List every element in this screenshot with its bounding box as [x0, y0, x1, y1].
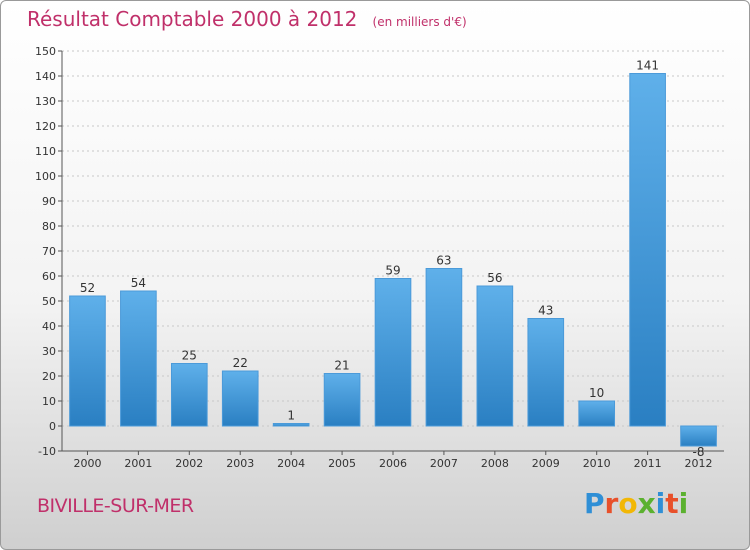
x-tick-label: 2002	[175, 457, 203, 470]
data-label: 25	[182, 349, 197, 363]
bar	[323, 373, 361, 427]
y-tick-label: 50	[42, 295, 56, 308]
x-tick-label: 2009	[532, 457, 560, 470]
bar	[272, 423, 310, 427]
chart-title: Résultat Comptable 2000 à 2012	[27, 7, 358, 31]
logo-letter: i	[655, 487, 666, 520]
bar	[425, 268, 463, 427]
title-row: Résultat Comptable 2000 à 2012 (en milli…	[27, 7, 467, 31]
logo-letter: r	[604, 487, 619, 520]
bar	[221, 370, 259, 427]
bar	[69, 295, 106, 427]
bar	[527, 318, 565, 427]
y-tick-label: -10	[38, 445, 56, 458]
x-tick-label: 2008	[481, 457, 509, 470]
data-label: 10	[589, 386, 604, 400]
bar	[476, 285, 514, 427]
x-tick-label: 2004	[277, 457, 305, 470]
data-label: 59	[385, 264, 400, 278]
x-tick-label: 2003	[226, 457, 254, 470]
x-tick-label: 2001	[124, 457, 152, 470]
y-tick-label: 70	[42, 245, 56, 258]
x-tick-label: 2007	[430, 457, 458, 470]
data-label: 21	[334, 359, 349, 373]
x-tick-label: 2005	[328, 457, 356, 470]
y-tick-label: 10	[42, 395, 56, 408]
bars	[69, 73, 717, 447]
x-tick-label: 2000	[73, 457, 101, 470]
data-label: -8	[693, 445, 705, 459]
bar	[578, 400, 616, 427]
chart-subtitle: (en milliers d'€)	[372, 15, 467, 29]
data-label: 22	[233, 356, 248, 370]
x-tick-label: 2006	[379, 457, 407, 470]
y-tick-label: 140	[35, 70, 56, 83]
logo-letter: t	[665, 487, 679, 520]
data-label: 54	[131, 276, 146, 290]
y-tick-label: 20	[42, 370, 56, 383]
x-tick-label: 2010	[583, 457, 611, 470]
data-label: 1	[287, 409, 295, 423]
y-tick-label: 30	[42, 345, 56, 358]
proxiti-logo: Proxiti	[584, 487, 688, 520]
data-label: 141	[636, 59, 659, 73]
bar	[120, 290, 157, 427]
data-label: 56	[487, 271, 502, 285]
y-tick-label: 130	[35, 95, 56, 108]
data-label: 63	[436, 254, 451, 268]
y-tick-label: 120	[35, 120, 56, 133]
y-tick-label: 100	[35, 170, 56, 183]
x-tick-label: 2011	[634, 457, 662, 470]
axes: -100102030405060708090100110120130140150…	[35, 45, 724, 470]
bar	[170, 363, 208, 427]
logo-letter: P	[584, 487, 605, 520]
bar	[680, 425, 717, 447]
logo-letter: i	[678, 487, 689, 520]
y-tick-label: 150	[35, 45, 56, 58]
bar	[629, 73, 666, 427]
y-tick-label: 60	[42, 270, 56, 283]
logo-letter: o	[618, 487, 638, 520]
data-label: 43	[538, 304, 553, 318]
town-name: BIVILLE-SUR-MER	[37, 495, 194, 517]
y-tick-label: 0	[49, 420, 56, 433]
y-tick-label: 90	[42, 195, 56, 208]
y-tick-label: 40	[42, 320, 56, 333]
bar	[374, 278, 412, 427]
logo-letter: x	[637, 487, 656, 520]
y-tick-label: 80	[42, 220, 56, 233]
data-label: 52	[80, 281, 95, 295]
x-tick-label: 2012	[685, 457, 713, 470]
y-tick-label: 110	[35, 145, 56, 158]
labels: 52 54 25 22 1 21 59 63 56 43 10 141 -8	[80, 59, 705, 460]
